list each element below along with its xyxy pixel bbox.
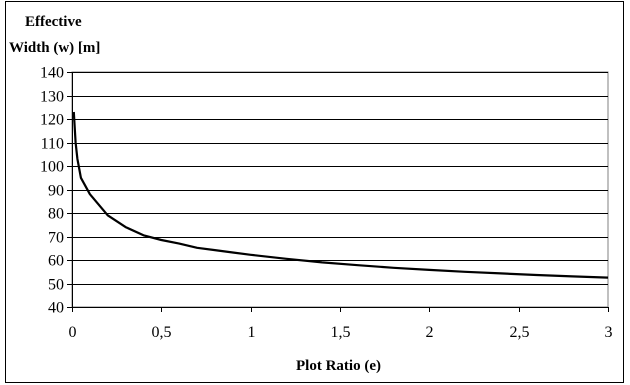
y-tick-label-90: 90	[48, 183, 64, 200]
x-tick-label-1: 1	[248, 324, 256, 341]
x-tick-label-1,5: 1,5	[331, 324, 351, 341]
x-tick-label-2,5: 2,5	[510, 324, 530, 341]
y-tick-label-60: 60	[48, 253, 64, 270]
x-tick-label-0,5: 0,5	[152, 324, 172, 341]
x-tick-labels: 0 0,5 1 1,5 2 2,5 3	[69, 324, 613, 341]
series-line-0	[72, 111, 609, 279]
x-tick-label-0: 0	[69, 324, 77, 341]
y-tick-label-50: 50	[48, 277, 64, 294]
axes	[67, 72, 609, 312]
x-tick-label-3: 3	[605, 324, 613, 341]
x-tick-label-2: 2	[426, 324, 434, 341]
y-axis-label-line1: Effective	[25, 14, 82, 30]
chart-frame	[5, 1, 624, 383]
y-tick-label-80: 80	[48, 206, 64, 223]
y-tick-label-130: 130	[40, 89, 64, 106]
y-tick-labels: 40 50 60 70 80 90 100 110 120 130 140	[40, 65, 64, 317]
series-layer	[72, 111, 609, 279]
y-tick-label-70: 70	[48, 230, 64, 247]
y-tick-label-110: 110	[41, 136, 64, 153]
y-tick-label-40: 40	[48, 300, 64, 317]
grid-lines	[72, 72, 608, 285]
y-tick-label-100: 100	[40, 159, 64, 176]
y-axis-label-line2: Width (w) [m]	[9, 40, 101, 56]
plot-area	[71, 71, 609, 308]
y-tick-label-140: 140	[40, 65, 64, 82]
y-tick-label-120: 120	[40, 112, 64, 129]
x-axis-label: Plot Ratio (e)	[296, 358, 381, 374]
